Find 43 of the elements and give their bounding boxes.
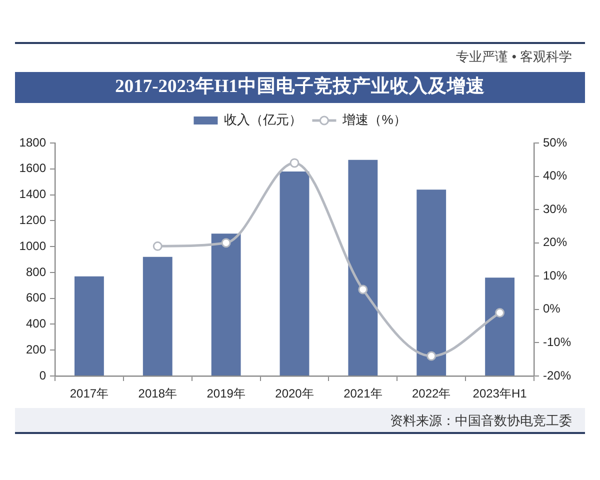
y2-tick-label: 50% bbox=[543, 135, 568, 150]
bar bbox=[142, 256, 172, 376]
legend-label: 增速（%） bbox=[342, 112, 406, 128]
point bbox=[290, 158, 300, 168]
y2-tick-label: 30% bbox=[543, 202, 568, 216]
y-tick-label: 1200 bbox=[19, 212, 46, 227]
point bbox=[358, 284, 368, 294]
text: 专业严谨 • 客观科学 bbox=[456, 48, 572, 66]
bar bbox=[416, 190, 446, 376]
x-tick-label: 2018年 bbox=[138, 386, 177, 401]
text: 资料来源：中国音数协电竞工委 bbox=[390, 412, 572, 430]
y2-tick-label: 10% bbox=[543, 268, 568, 282]
bar bbox=[485, 278, 514, 376]
bar bbox=[74, 276, 104, 376]
y-tick-label: 0 bbox=[39, 368, 46, 382]
bar bbox=[211, 234, 241, 376]
y-tick-label: 1600 bbox=[19, 161, 46, 176]
x-tick-label: 2023年H1 bbox=[472, 386, 528, 401]
x-tick-label: 2021年 bbox=[344, 386, 382, 401]
bar bbox=[348, 160, 378, 376]
y-tick-label: 1000 bbox=[19, 238, 46, 253]
y2-tick-label: -20% bbox=[543, 368, 572, 382]
point bbox=[495, 308, 505, 318]
y-tick-label: 400 bbox=[26, 316, 46, 331]
y2-tick-label: -10% bbox=[543, 335, 572, 350]
y-tick-label: 600 bbox=[26, 290, 46, 305]
y2-tick-label: 40% bbox=[543, 168, 568, 183]
x-tick-label: 2020年 bbox=[275, 386, 314, 401]
x-tick-label: 2017年 bbox=[70, 386, 109, 401]
point bbox=[426, 351, 436, 361]
y-tick-label: 200 bbox=[26, 342, 46, 356]
bar bbox=[280, 171, 310, 376]
y2-tick-label: 0% bbox=[543, 302, 561, 316]
y-tick-label: 800 bbox=[26, 264, 46, 279]
point bbox=[152, 241, 162, 251]
legend-label: 收入（亿元） bbox=[224, 112, 302, 128]
x-tick-label: 2019年 bbox=[206, 386, 246, 401]
y-tick-label: 1800 bbox=[19, 135, 46, 150]
x-tick-label: 2022年 bbox=[412, 386, 451, 401]
y2-tick-label: 20% bbox=[543, 235, 568, 250]
point bbox=[221, 238, 231, 248]
chart-title: 2017-2023年H1中国电子竞技产业收入及增速 bbox=[15, 72, 585, 103]
y-tick-label: 1400 bbox=[19, 187, 46, 202]
